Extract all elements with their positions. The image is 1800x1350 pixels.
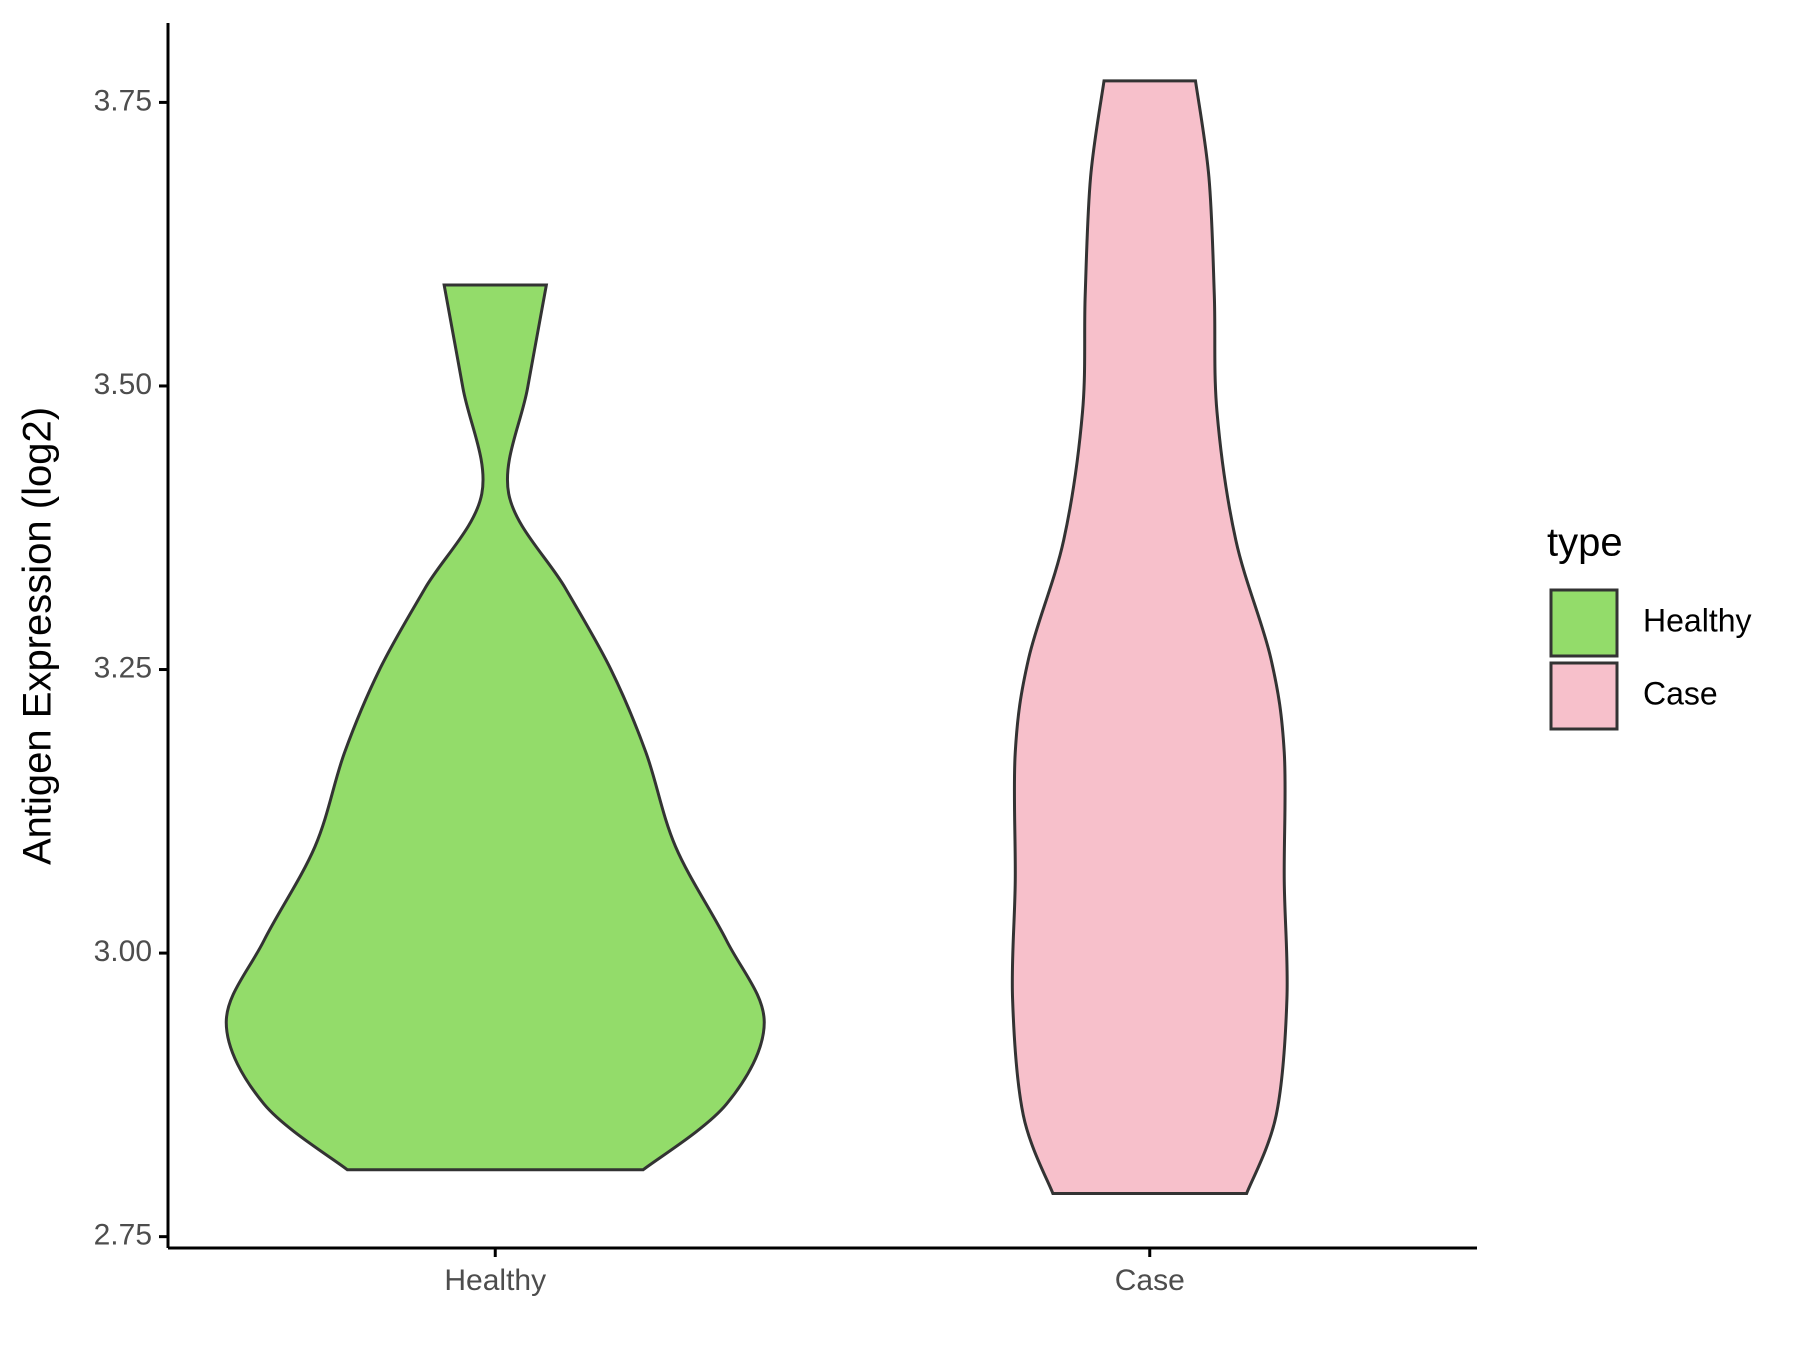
violin	[224, 283, 766, 1172]
legend-key	[1549, 588, 1619, 658]
x-tick-label: Healthy	[444, 1264, 546, 1297]
x-tick-label: Case	[1115, 1264, 1185, 1297]
legend-label: Case	[1643, 675, 1718, 711]
legend-key	[1549, 661, 1619, 731]
y-tick-label: 2.75	[94, 1219, 152, 1252]
y-tick-label: 3.75	[94, 84, 152, 117]
y-tick-label: 3.00	[94, 935, 152, 968]
legend-label: Healthy	[1643, 602, 1752, 638]
y-tick-label: 3.50	[94, 368, 152, 401]
violin	[1010, 79, 1289, 1196]
y-axis-title: Antigen Expression (log2)	[16, 407, 60, 865]
y-tick-label: 3.25	[94, 651, 152, 684]
legend-title: type	[1547, 521, 1623, 565]
